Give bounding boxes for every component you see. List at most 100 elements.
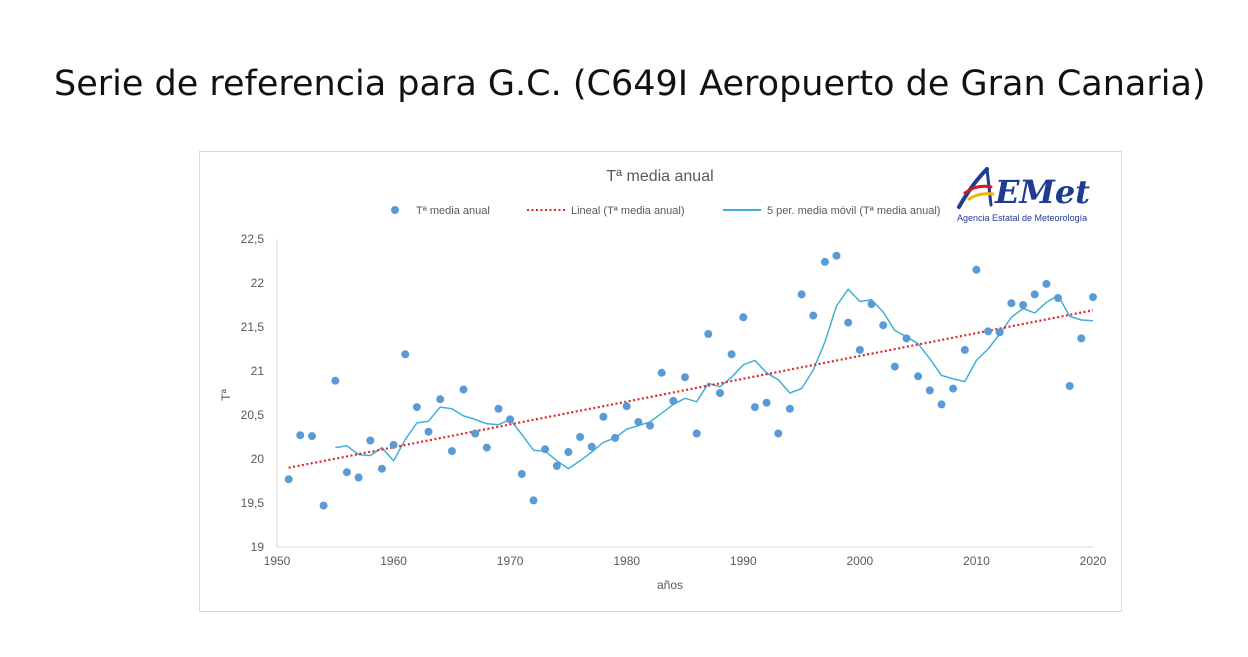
trend-line <box>288 309 1094 469</box>
data-point <box>844 318 853 327</box>
data-point <box>599 412 608 421</box>
data-point <box>984 327 993 336</box>
x-tick-label: 1950 <box>264 554 291 568</box>
data-point <box>681 373 689 382</box>
data-point <box>366 436 375 445</box>
data-point <box>587 442 596 451</box>
data-point <box>284 475 293 484</box>
chart-title: Tª media anual <box>606 168 713 185</box>
x-tick-label: 2010 <box>963 554 990 568</box>
data-point <box>494 404 503 413</box>
data-point <box>552 462 561 470</box>
data-point <box>1030 290 1039 299</box>
data-point <box>354 473 363 482</box>
data-point <box>342 468 351 477</box>
data-point <box>401 350 410 359</box>
data-point <box>389 440 398 449</box>
data-point <box>1054 294 1062 302</box>
legend-label-0: Tª media anual <box>416 205 490 217</box>
data-point <box>1077 334 1086 343</box>
data-point <box>646 421 654 430</box>
data-point <box>1065 382 1074 390</box>
data-point <box>739 313 748 322</box>
aemet-logo: EMet Agencia Estatal de Meteorología <box>957 167 1090 223</box>
data-point <box>447 447 456 456</box>
data-point <box>459 385 468 394</box>
data-point <box>622 402 631 411</box>
data-point <box>692 429 701 438</box>
data-point <box>412 403 421 412</box>
data-point <box>797 290 806 299</box>
data-point <box>914 372 923 381</box>
data-point <box>471 429 480 438</box>
data-point <box>634 418 643 426</box>
moving-average-line <box>335 288 1094 470</box>
data-point <box>657 368 666 377</box>
data-point <box>762 398 771 407</box>
data-point <box>296 431 305 440</box>
data-point <box>949 384 958 393</box>
x-tick-label: 1970 <box>497 554 524 568</box>
legend-label-1: Lineal (Tª media anual) <box>571 205 685 217</box>
data-point <box>377 464 386 473</box>
data-point <box>331 376 340 385</box>
data-point <box>704 330 713 338</box>
data-point <box>879 321 888 330</box>
data-point <box>832 251 841 260</box>
legend-label-2: 5 per. media móvil (Tª media anual) <box>767 205 940 217</box>
data-point <box>1042 279 1051 288</box>
data-point <box>669 396 678 405</box>
data-point <box>564 448 573 456</box>
y-tick-label: 19 <box>251 540 265 554</box>
y-tick-label: 22,5 <box>241 232 265 246</box>
data-point <box>937 400 946 409</box>
y-axis-label: Tª <box>219 389 233 401</box>
data-point <box>890 362 899 371</box>
data-point <box>1007 299 1016 308</box>
x-tick-label: 2000 <box>847 554 874 568</box>
data-point <box>541 445 550 454</box>
x-tick-label: 1990 <box>730 554 757 568</box>
data-point <box>727 350 736 359</box>
logo-subtitle: Agencia Estatal de Meteorología <box>957 213 1087 223</box>
data-point <box>1089 293 1097 302</box>
data-point <box>436 395 445 404</box>
data-point <box>482 443 491 452</box>
data-point <box>774 429 783 438</box>
data-point <box>750 403 759 412</box>
data-point <box>529 496 538 505</box>
data-point <box>925 386 934 395</box>
temperature-chart: Tª media anual Tª media anual Lineal (Tª m… <box>219 168 1107 592</box>
data-point <box>517 470 526 478</box>
y-tick-label: 20,5 <box>241 408 265 422</box>
chart-frame: Tª media anual Tª media anual Lineal (Tª m… <box>199 151 1122 612</box>
data-point <box>424 427 433 436</box>
x-tick-label: 2020 <box>1080 554 1107 568</box>
data-point <box>809 311 818 320</box>
data-point <box>1019 301 1028 309</box>
data-point <box>785 404 794 413</box>
slide-title: Serie de referencia para G.C. (C649I Aer… <box>54 64 1206 104</box>
data-point <box>611 433 620 442</box>
y-tick-label: 21 <box>251 364 265 378</box>
legend-marker-0 <box>391 206 399 214</box>
y-tick-label: 19,5 <box>241 496 265 510</box>
data-point <box>902 334 911 343</box>
data-point <box>716 389 724 397</box>
data-point <box>972 265 981 274</box>
data-point <box>319 501 328 510</box>
x-tick-label: 1960 <box>380 554 407 568</box>
data-point <box>855 345 864 354</box>
data-point <box>576 433 585 441</box>
y-tick-label: 20 <box>251 452 265 466</box>
data-point <box>960 345 969 354</box>
logo-wordmark: EMet <box>994 173 1090 211</box>
x-axis-label: años <box>657 578 683 592</box>
x-tick-label: 1980 <box>613 554 640 568</box>
data-point <box>995 328 1004 337</box>
y-tick-label: 22 <box>251 276 265 290</box>
data-point <box>820 257 829 266</box>
data-point <box>867 300 876 309</box>
data-point <box>308 432 316 441</box>
y-tick-label: 21,5 <box>241 320 265 334</box>
